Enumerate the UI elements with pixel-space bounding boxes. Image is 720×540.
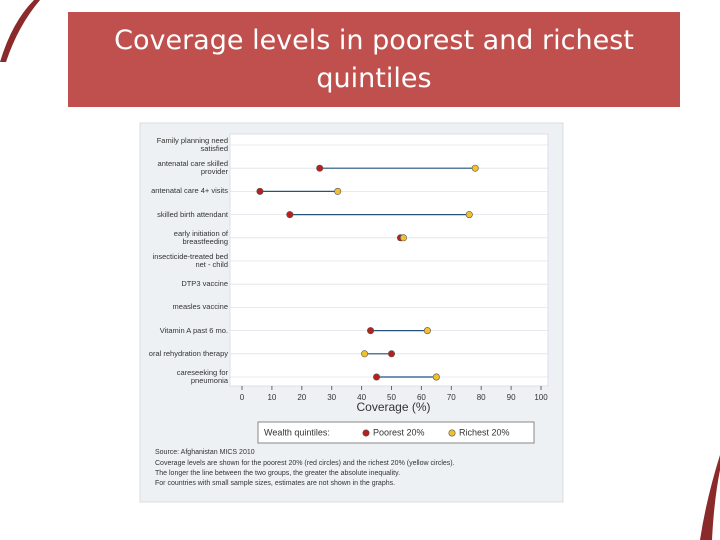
- x-tick-label: 90: [507, 393, 516, 402]
- point: [256, 187, 264, 195]
- legend-marker: [448, 429, 456, 437]
- y-tick-label: measles vaccine: [172, 302, 228, 312]
- y-tick-label: antenatal care skilled provider: [157, 159, 228, 177]
- y-tick-label: careseeking for pneumonia: [176, 368, 228, 385]
- point: [373, 373, 381, 381]
- x-tick-label: 60: [417, 393, 426, 402]
- point: [361, 350, 369, 358]
- source: Source: Afghanistan MICS 2010: [155, 449, 255, 456]
- point: [432, 373, 440, 381]
- legend-marker: [362, 429, 370, 437]
- legend-box: [257, 421, 535, 444]
- x-tick-label: 20: [297, 393, 306, 402]
- point: [286, 211, 294, 219]
- note: Coverage levels are shown for the poores…: [155, 460, 455, 467]
- y-tick-label: Vitamin A past 6 mo.: [159, 325, 228, 335]
- slide-title: Coverage levels in poorest and richest q…: [68, 12, 680, 107]
- point: [334, 187, 342, 195]
- plot-area: [229, 133, 549, 387]
- note: The longer the line between the two grou…: [155, 470, 401, 477]
- point: [399, 234, 407, 242]
- point: [316, 164, 324, 172]
- legend-label: Poorest 20%: [373, 427, 425, 437]
- x-tick-label: 50: [387, 393, 396, 402]
- point: [423, 327, 431, 335]
- y-tick-label: insecticide-treated bed net - child: [152, 252, 228, 269]
- y-tick-label: oral rehydration therapy: [148, 348, 228, 358]
- y-tick-label: early initiation of breastfeeding: [173, 228, 228, 246]
- point: [465, 211, 473, 219]
- point: [471, 164, 479, 172]
- decoration: [700, 455, 720, 540]
- x-tick-label: 30: [327, 393, 336, 402]
- y-tick-label: Family planning need satisfied: [156, 136, 228, 153]
- x-tick-label: 70: [447, 393, 456, 402]
- x-tick-label: 80: [477, 393, 486, 402]
- y-tick-label: antenatal care 4+ visits: [151, 186, 228, 196]
- legend-label: Richest 20%: [459, 427, 510, 437]
- legend-title: Wealth quintiles:: [264, 427, 330, 437]
- y-tick-label: DTP3 vaccine: [181, 279, 228, 289]
- point: [387, 350, 395, 358]
- x-tick-label: 0: [240, 393, 245, 402]
- x-tick-label: 10: [267, 393, 276, 402]
- note: For countries with small sample sizes, e…: [155, 480, 396, 487]
- y-tick-label: skilled birth attendant: [157, 209, 228, 219]
- x-tick-label: 40: [357, 393, 366, 402]
- x-axis-label: Coverage (%): [356, 400, 430, 414]
- point: [367, 327, 375, 335]
- x-tick-label: 100: [534, 393, 548, 402]
- decoration: [0, 0, 40, 62]
